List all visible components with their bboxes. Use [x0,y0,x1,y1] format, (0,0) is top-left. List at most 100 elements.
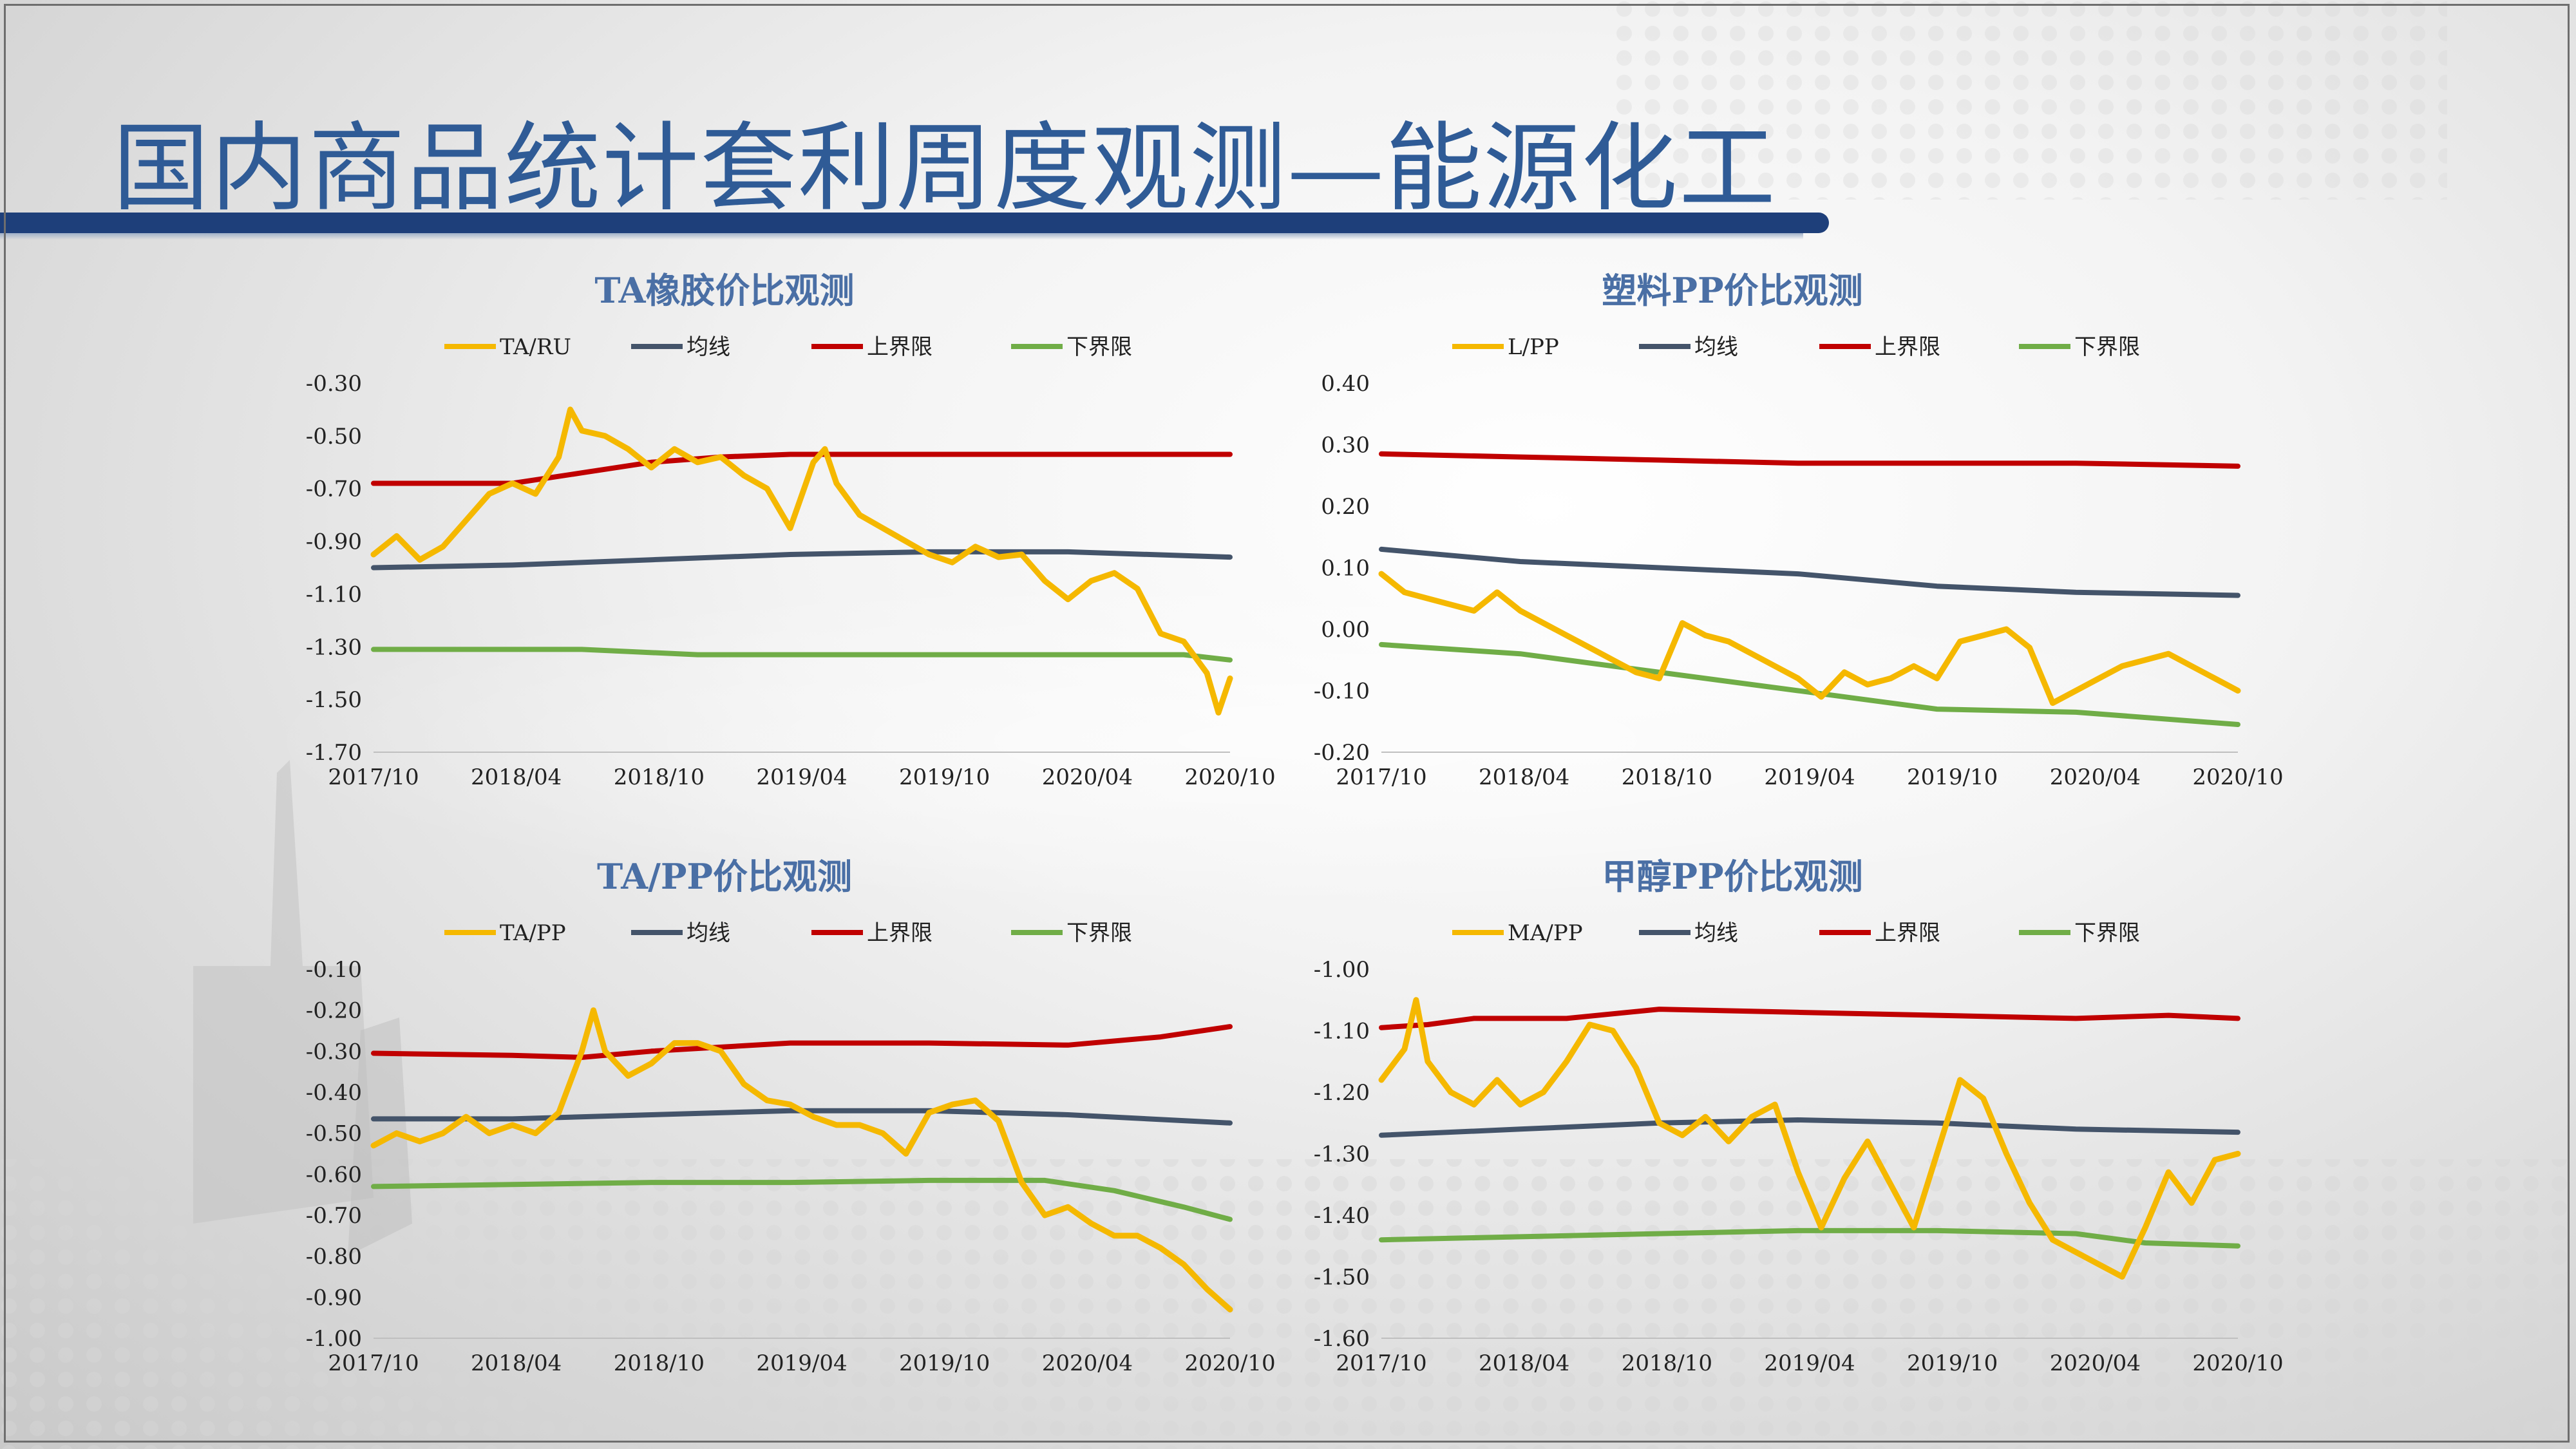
series-line-mean [371,549,1233,571]
y-tick-label: -0.20 [306,998,362,1024]
x-tick-label: 2018/04 [471,764,562,790]
chart-title: 甲醇PP价比观测 [1602,856,1862,897]
legend-item-lower: 下界限 [2019,920,2140,946]
y-tick-label: -0.10 [1314,679,1370,705]
legend-label-lower: 下界限 [1066,334,1132,360]
y-tick-label: -0.60 [306,1162,362,1188]
y-tick-label: -1.10 [1314,1019,1370,1045]
x-tick-label: 2020/10 [2192,764,2283,790]
legend-label-upper: 上界限 [1875,920,1940,946]
series-line-ratio [370,406,1233,716]
x-tick-label: 2019/10 [1907,1350,1998,1376]
x-tick-label: 2020/10 [1184,764,1275,790]
y-tick-label: -1.30 [1314,1142,1370,1168]
legend-item-ratio: L/PP [1452,334,1559,360]
y-tick-label: -0.90 [306,1285,362,1311]
chart-title: TA/PP价比观测 [597,856,852,897]
x-tick-label: 2019/10 [899,764,990,790]
legend-item-ratio: TA/PP [444,920,566,946]
y-tick-label: -0.10 [306,957,362,983]
legend-item-lower: 下界限 [1011,920,1132,946]
x-tick-label: 2019/04 [1764,1350,1855,1376]
legend-item-ratio: TA/RU [444,334,571,360]
chart-ta-ru: TA橡胶价比观测 TA/RU 均线 上界限 下界限 -0.30 -0.50 -0.70 -0.9… [306,270,1276,790]
x-tick-label: 2018/10 [614,1350,705,1376]
legend-item-lower: 下界限 [2019,334,2140,360]
x-tick-label: 2017/10 [1336,1350,1426,1376]
legend-label-mean: 均线 [1694,334,1738,360]
x-tick-label: 2017/10 [1336,764,1426,790]
legend-label-ratio: MA/PP [1508,920,1583,946]
series-line-mean [1379,546,2240,598]
legend-item-mean: 均线 [631,920,730,946]
y-tick-label: 0.40 [1321,371,1370,397]
x-tick-label: 2018/04 [471,1350,562,1376]
chart-ma-pp: 甲醇PP价比观测 MA/PP 均线 上界限 下界限 -1.00 -1.10 -1.20 -1.3… [1314,856,2284,1376]
chart-panel-ta-ru: TA橡胶价比观测 TA/RU 均线 上界限 下界限 -0.30 -0.50 -0.70 -0.9… [277,258,1372,790]
x-tick-label: 2020/10 [1184,1350,1275,1376]
y-tick-label: 0.20 [1321,494,1370,520]
series-line-ratio [1378,571,2241,706]
legend-label-ratio: TA/PP [500,920,566,946]
y-tick-label: 0.10 [1321,556,1370,582]
x-tick-label: 2017/10 [328,764,419,790]
y-tick-label: -1.40 [1314,1203,1370,1229]
legend-label-lower: 下界限 [1066,920,1132,946]
series-line-upper [371,451,1233,486]
legend-item-upper: 上界限 [811,920,933,946]
x-tick-label: 2019/04 [1764,764,1855,790]
x-tick-label: 2019/10 [1907,764,1998,790]
x-tick-label: 2019/04 [756,1350,847,1376]
legend-label-upper: 上界限 [867,920,933,946]
series-line-lower [1379,1227,2240,1249]
chart-ta-pp: TA/PP价比观测 TA/PP 均线 上界限 下界限 -0.10 -0.20 -0.30 -0.… [306,856,1276,1376]
chart-panel-ma-pp: 甲醇PP价比观测 MA/PP 均线 上界限 下界限 -1.00 -1.10 -1.20 -1.3… [1285,844,2380,1376]
x-tick-label: 2020/04 [1042,764,1133,790]
series-line-lower [371,1177,1233,1222]
y-tick-label: -1.00 [1314,957,1370,983]
chart-title: TA橡胶价比观测 [594,270,854,311]
series-line-upper [1379,451,2240,469]
y-tick-label: -1.60 [1314,1326,1370,1352]
y-tick-label: -0.90 [306,529,362,555]
chart-l-pp: 塑料PP价比观测 L/PP 均线 上界限 下界限 0.40 0.30 0.20 0.10 0.00… [1314,270,2284,790]
legend-label-ratio: TA/RU [500,334,571,360]
x-tick-label: 2019/04 [756,764,847,790]
x-tick-label: 2020/04 [1042,1350,1133,1376]
title-underline-shadow [0,233,1803,240]
y-tick-label: -1.70 [306,740,362,766]
legend-item-mean: 均线 [1639,334,1738,360]
legend-item-upper: 上界限 [1819,920,1940,946]
series-line-lower [1379,641,2240,727]
y-tick-label: -0.70 [306,477,362,502]
legend-label-ratio: L/PP [1508,334,1559,360]
chart-panel-ta-pp: TA/PP价比观测 TA/PP 均线 上界限 下界限 -0.10 -0.20 -0.30 -0.… [277,844,1372,1376]
legend-item-upper: 上界限 [1819,334,1940,360]
legend-label-upper: 上界限 [1875,334,1940,360]
x-tick-label: 2020/04 [2050,1350,2141,1376]
legend-label-mean: 均线 [1694,920,1738,946]
y-tick-label: -1.50 [1314,1265,1370,1291]
y-tick-label: -1.30 [306,634,362,660]
x-tick-label: 2020/10 [2192,1350,2283,1376]
x-tick-label: 2018/04 [1479,764,1569,790]
legend-item-upper: 上界限 [811,334,933,360]
x-tick-label: 2018/10 [1622,1350,1712,1376]
legend-label-lower: 下界限 [2074,334,2140,360]
x-tick-label: 2018/10 [1622,764,1712,790]
y-tick-label: -1.50 [306,687,362,713]
legend-label-mean: 均线 [687,334,730,360]
chart-title: 塑料PP价比观测 [1602,270,1862,311]
y-tick-label: -1.00 [306,1326,362,1352]
series-line-ratio [370,1007,1233,1312]
y-tick-label: -0.30 [306,371,362,397]
series-line-upper [371,1024,1233,1060]
y-tick-label: -0.50 [306,424,362,450]
legend-item-mean: 均线 [631,334,730,360]
legend-label-lower: 下界限 [2074,920,2140,946]
y-tick-label: -0.70 [306,1203,362,1229]
legend-label-mean: 均线 [687,920,730,946]
y-tick-label: -0.20 [1314,740,1370,766]
x-tick-label: 2018/04 [1479,1350,1569,1376]
y-tick-label: 0.00 [1321,617,1370,643]
